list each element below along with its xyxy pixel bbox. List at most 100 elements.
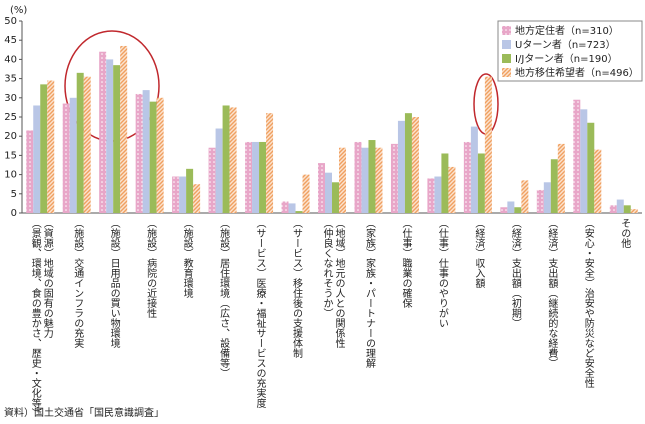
x-tick-label: （経済）支出額（初期） xyxy=(508,218,520,328)
x-tick-label-line: （経済）収入額 xyxy=(472,218,484,288)
bar xyxy=(507,201,515,213)
x-tick-label: その他 xyxy=(618,218,630,248)
x-tick-label: （仕事）仕事のやりがい xyxy=(435,218,447,328)
x-tick-label-line: その他 xyxy=(618,218,630,248)
bar xyxy=(62,103,70,213)
x-tick-label: （安心・安全）治安や防災など安全性 xyxy=(581,218,593,388)
bar xyxy=(404,113,412,213)
bar xyxy=(40,84,48,213)
bar xyxy=(106,59,114,214)
legend-label: Uターン者（n=723） xyxy=(515,39,616,51)
x-tick-label-line: （施設）交通インフラの充実 xyxy=(71,218,83,348)
x-tick-label-line: （経済）支出額（初期） xyxy=(509,218,521,328)
bar xyxy=(441,153,449,213)
x-tick-label: （施設）居住環境（広さ、設備等） xyxy=(217,218,229,378)
bar xyxy=(83,76,91,214)
y-tick-label: 20 xyxy=(4,131,17,142)
bar xyxy=(295,211,303,213)
bar xyxy=(26,130,34,213)
bar xyxy=(33,105,41,213)
bar xyxy=(368,140,376,213)
x-tick-label: （家族）家族・パートナーの理解 xyxy=(362,218,374,368)
bar xyxy=(477,153,485,213)
x-tick-label: （地域）地元の人との関係性 （仲良くなれそうか） xyxy=(320,218,344,348)
legend-label: 地方定住者（n=310） xyxy=(515,24,619,37)
y-tick-label: 25 xyxy=(4,112,17,123)
bar xyxy=(208,147,216,213)
bar xyxy=(521,180,529,213)
x-tick-label: （施設）日用品の買い物環境 xyxy=(107,218,119,348)
legend-box xyxy=(497,20,643,82)
bar xyxy=(332,182,339,213)
y-tick-label: 10 xyxy=(4,170,17,181)
bar xyxy=(630,209,638,213)
bar xyxy=(580,109,588,213)
legend-swatch xyxy=(502,40,511,49)
legend-label: 地方移住希望者（n=496） xyxy=(515,66,639,79)
bar xyxy=(259,141,267,213)
bar xyxy=(99,51,107,213)
bar xyxy=(266,113,274,213)
bar xyxy=(514,207,522,213)
bar xyxy=(375,147,383,213)
x-tick-label: （施設）病院の近接性 xyxy=(144,218,156,318)
bar xyxy=(76,72,84,213)
bar xyxy=(354,141,362,213)
bar xyxy=(587,122,595,213)
bar xyxy=(179,176,187,213)
x-tick-label-line: （資源）地域の固有の魅力 xyxy=(41,218,53,338)
legend-swatch xyxy=(502,26,511,35)
bar xyxy=(156,97,164,213)
bar xyxy=(149,101,157,213)
bar xyxy=(281,201,289,213)
x-tick-label-line: （施設）教育環境 xyxy=(181,218,193,298)
x-tick-label-line: （家族）家族・パートナーの理解 xyxy=(363,218,375,368)
y-tick-label: 0 xyxy=(11,208,17,219)
source-note: 資料）国土交通省「国民意識調査」 xyxy=(4,408,164,419)
bar xyxy=(288,203,296,213)
bar xyxy=(470,126,478,213)
x-tick-label: （資源）地域の固有の魅力 （景観、環境、食の豊かさ、歴史・文化等） xyxy=(28,218,52,418)
bar xyxy=(623,205,631,213)
bar xyxy=(361,147,369,213)
bar xyxy=(427,178,435,213)
bar xyxy=(113,65,121,213)
bar xyxy=(500,207,508,213)
x-tick-label-line: （仲良くなれそうか） xyxy=(321,218,332,318)
x-tick-label-line: （地域）地元の人との関係性 xyxy=(333,218,344,348)
bar xyxy=(252,141,260,213)
x-tick-label-line: （サービス）医療・福祉サービスの充実度 xyxy=(254,218,266,408)
bar xyxy=(47,80,55,214)
bar xyxy=(229,107,237,213)
bar xyxy=(135,93,143,213)
y-tick-label: 5 xyxy=(11,189,17,200)
bar xyxy=(484,76,492,214)
x-tick-label: （サービス）医療・福祉サービスの充実度 xyxy=(253,218,265,408)
x-tick-label-line: （サービス）移住後の支援体制 xyxy=(290,218,302,358)
y-tick-label: 30 xyxy=(4,93,17,104)
bar xyxy=(245,141,253,213)
x-tick-label-line: （安心・安全）治安や防災など安全性 xyxy=(582,218,594,388)
bar xyxy=(186,168,194,213)
bar xyxy=(142,90,150,213)
bar xyxy=(573,99,581,213)
bar xyxy=(550,159,558,213)
bar xyxy=(543,182,551,213)
y-tick-label: 45 xyxy=(4,35,17,46)
x-tick-label-line: （施設）病院の近接性 xyxy=(144,218,156,318)
bar xyxy=(222,105,230,213)
bar xyxy=(397,120,405,213)
bar xyxy=(411,117,419,213)
bar xyxy=(339,147,346,213)
bar xyxy=(557,143,565,213)
y-tick-label: 50 xyxy=(4,16,17,27)
x-tick-label-line: （仕事）職業の確保 xyxy=(399,218,411,308)
y-tick-label: 40 xyxy=(4,54,17,65)
bar xyxy=(463,141,471,213)
x-tick-label: （施設）交通インフラの充実 xyxy=(71,218,83,348)
bar xyxy=(69,97,77,213)
x-tick-label: （サービス）移住後の支援体制 xyxy=(290,218,302,358)
bar xyxy=(448,166,456,213)
